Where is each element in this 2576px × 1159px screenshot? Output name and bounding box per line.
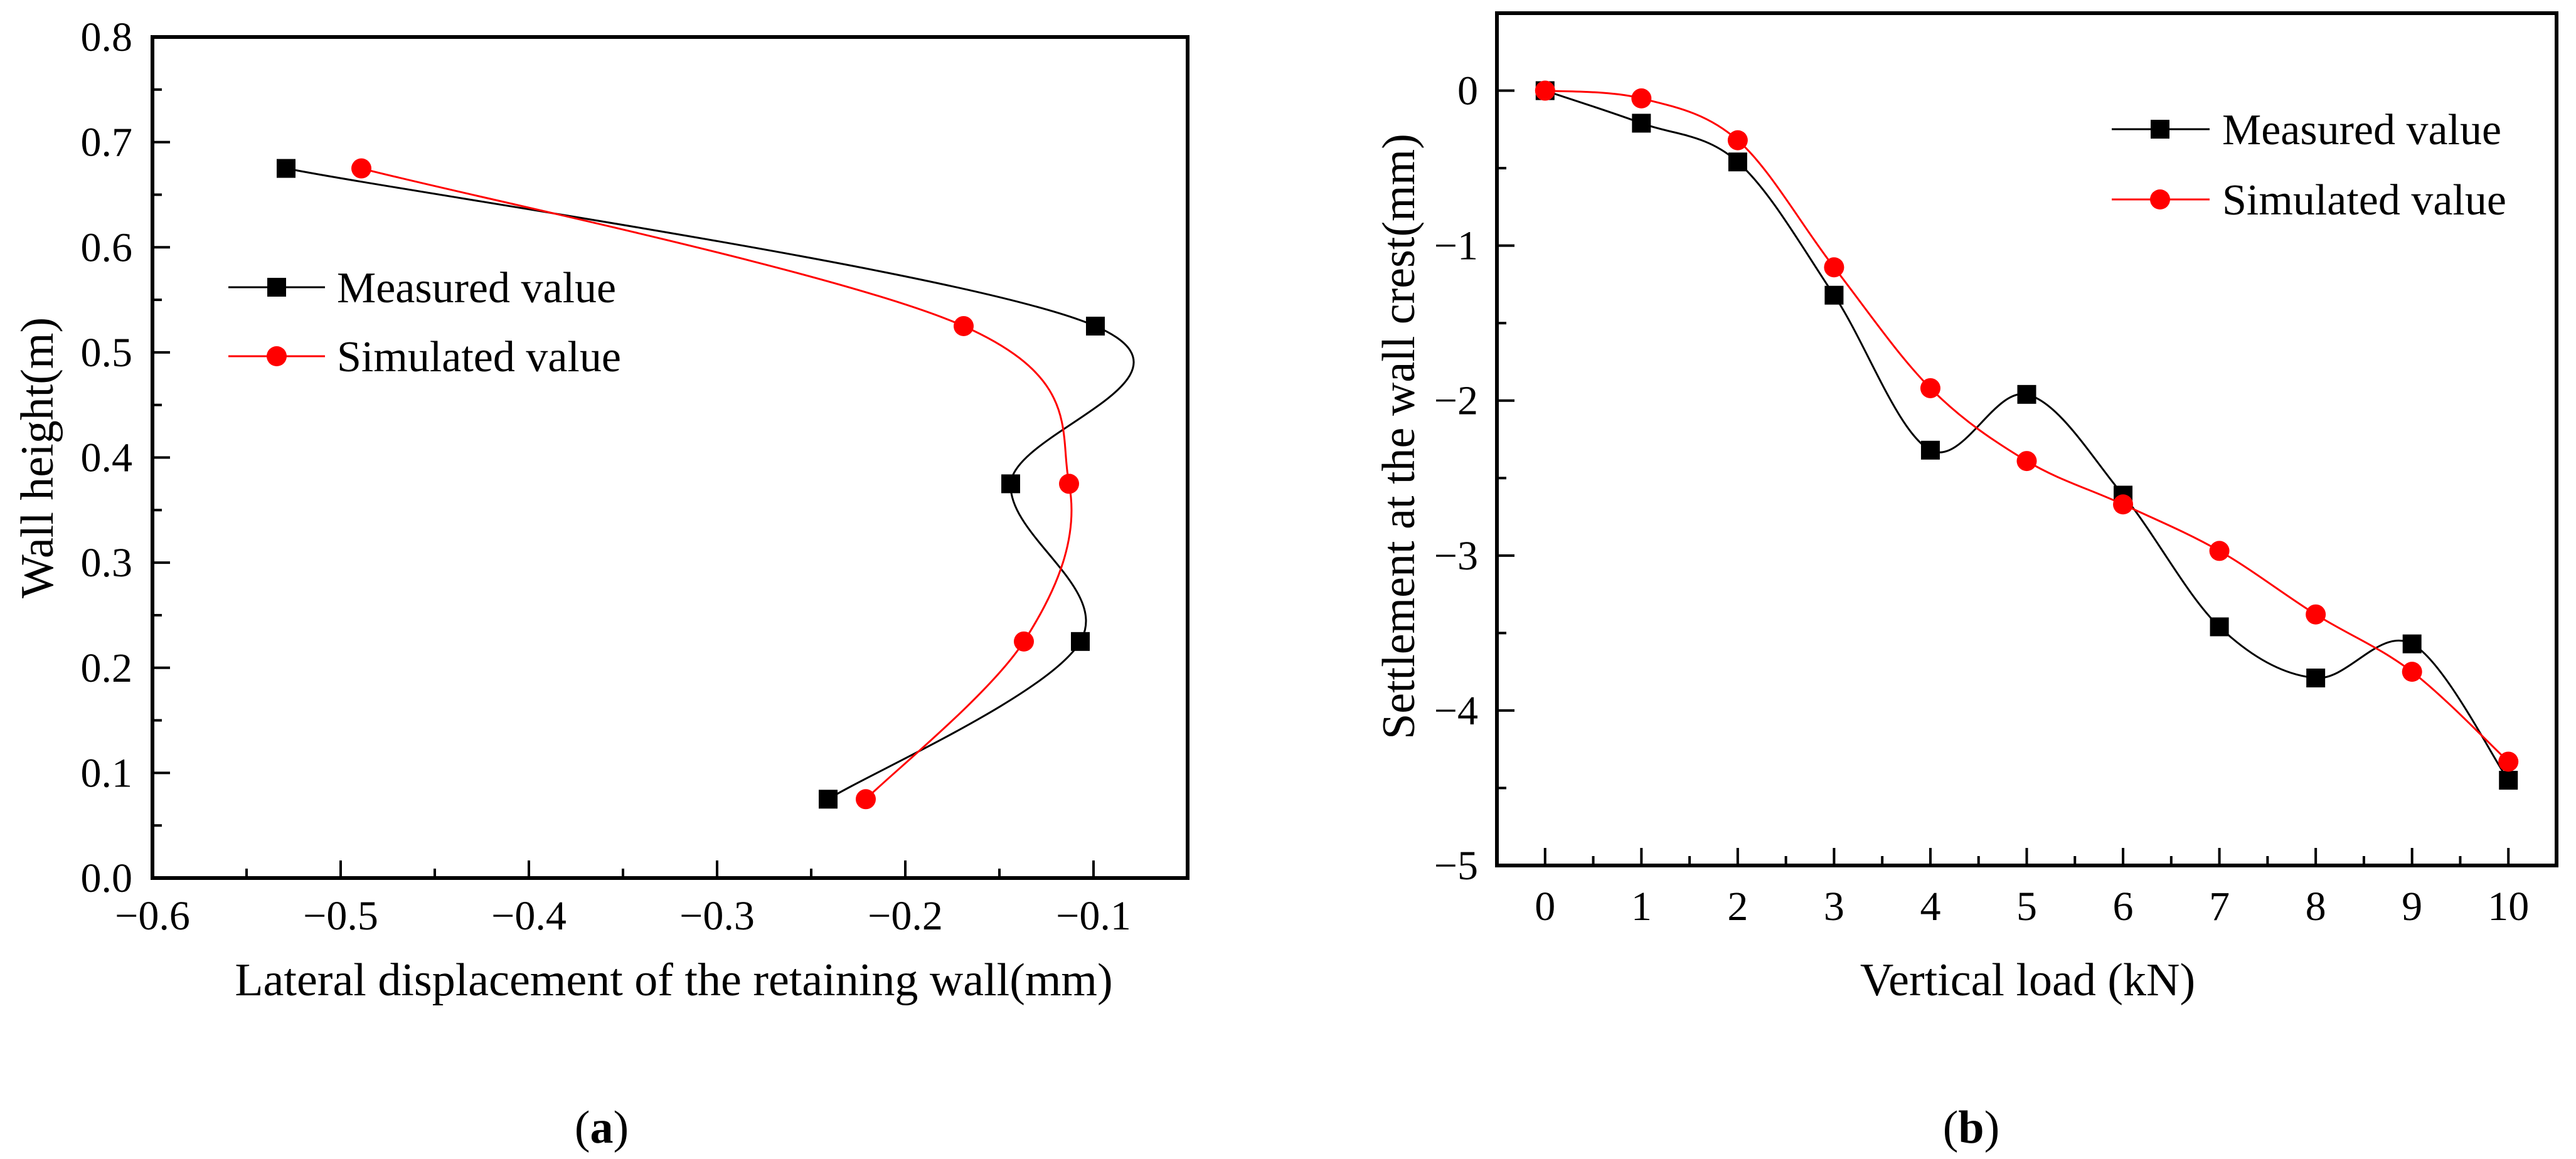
y-tick-label: 0.5: [81, 330, 133, 376]
x-tick-label: 6: [2113, 884, 2134, 929]
plot-frame: [151, 35, 1190, 880]
data-point: [1824, 257, 1844, 278]
data-point: [1632, 114, 1651, 133]
legend-label: Measured value: [2222, 106, 2501, 154]
data-point: [1631, 88, 1652, 108]
x-tick-label: −0.5: [303, 893, 378, 939]
data-point: [2402, 662, 2422, 682]
y-tick-label: 0.2: [81, 645, 133, 691]
x-tick-label: 4: [1920, 884, 1940, 929]
y-axis-title: Settlement at the wall crest(mm): [1373, 134, 1425, 739]
y-axis-title: Wall height(m): [12, 317, 63, 598]
data-point: [2017, 384, 2036, 404]
legend-label: Simulated value: [2222, 176, 2506, 225]
data-point: [277, 159, 295, 178]
legend-marker: [267, 346, 287, 366]
data-point: [2306, 669, 2326, 688]
x-tick-label: −0.2: [868, 893, 943, 939]
caption-letter: a: [590, 1102, 614, 1153]
x-tick-label: 9: [2402, 884, 2422, 929]
data-point: [856, 789, 876, 810]
y-tick-label: 0.1: [81, 750, 133, 796]
data-point: [1920, 440, 1940, 460]
data-point: [1535, 80, 1555, 101]
data-point: [1059, 474, 1079, 494]
data-point: [1014, 631, 1034, 652]
data-point: [1086, 316, 1105, 336]
caption-letter: b: [1958, 1102, 1984, 1153]
data-point: [1824, 285, 1844, 305]
x-tick-label: −0.1: [1056, 893, 1131, 939]
subfigure-caption: (a): [575, 1102, 629, 1153]
data-point: [2113, 494, 2134, 515]
x-tick-label: 8: [2306, 884, 2326, 929]
data-point: [1001, 474, 1020, 494]
x-tick-label: 2: [1727, 884, 1748, 929]
data-point: [2016, 451, 2037, 472]
x-tick-label: 5: [2016, 884, 2037, 929]
y-tick-label: 0.8: [81, 14, 133, 60]
series-simulated: [351, 158, 1079, 810]
data-point: [2209, 541, 2230, 561]
subfigure-caption: (b): [1943, 1102, 1999, 1153]
y-tick-label: −1: [1434, 223, 1478, 269]
data-point: [2402, 634, 2422, 654]
plot-frame: [1495, 11, 2558, 867]
y-tick-label: 0: [1457, 68, 1478, 114]
chart-b-settlement: 0 1 2 3 4 5 6 7 8 9 10 −5 −4 −3 −2 −1 0 Vertical load (kN…: [1373, 11, 2558, 1153]
chart-a-lateral-displacement: −0.6 −0.5 −0.4 −0.3 −0.2 −0.1 0.0 0.1 0.2 0.3 0.4 0…: [12, 14, 1190, 1153]
legend-marker: [2151, 120, 2169, 139]
series-measured: [277, 159, 1135, 809]
x-tick-label: −0.6: [115, 893, 190, 939]
data-point: [351, 158, 371, 179]
data-point: [1071, 632, 1090, 651]
data-point: [2210, 617, 2229, 637]
y-tick-label: −3: [1434, 533, 1478, 579]
y-tick-label: −2: [1434, 378, 1478, 424]
series-line: [361, 167, 1073, 800]
data-point: [1727, 130, 1748, 151]
data-point: [819, 790, 838, 809]
y-tick-label: 0.4: [81, 435, 133, 481]
y-tick-label: 0.7: [81, 120, 133, 166]
y-tick-label: −5: [1434, 843, 1478, 889]
y-tick-label: 0.3: [81, 540, 133, 586]
data-point: [2499, 771, 2518, 790]
legend-marker: [267, 278, 286, 297]
x-tick-label: 7: [2209, 884, 2230, 929]
data-point: [2306, 604, 2326, 625]
y-tick-label: 0.6: [81, 225, 133, 270]
data-point: [954, 315, 974, 336]
x-tick-label: 1: [1631, 884, 1652, 929]
y-tick-label: 0.0: [81, 855, 133, 901]
data-point: [1728, 152, 1747, 172]
legend-label: Measured value: [337, 264, 616, 312]
y-tick-label: −4: [1434, 688, 1478, 734]
x-tick-label: 0: [1535, 884, 1555, 929]
x-tick-label: −0.3: [679, 893, 755, 939]
x-tick-label: 3: [1824, 884, 1844, 929]
series-simulated: [1535, 80, 2519, 772]
data-point: [1920, 378, 1940, 398]
legend-label: Simulated value: [337, 333, 621, 381]
data-point: [2498, 751, 2519, 772]
x-axis-title: Lateral displacement of the retaining wa…: [235, 955, 1112, 1006]
x-tick-label: −0.4: [491, 893, 567, 939]
x-axis-title: Vertical load (kN): [1860, 955, 2195, 1006]
x-tick-label: 10: [2488, 884, 2529, 929]
legend-marker: [2150, 189, 2170, 209]
